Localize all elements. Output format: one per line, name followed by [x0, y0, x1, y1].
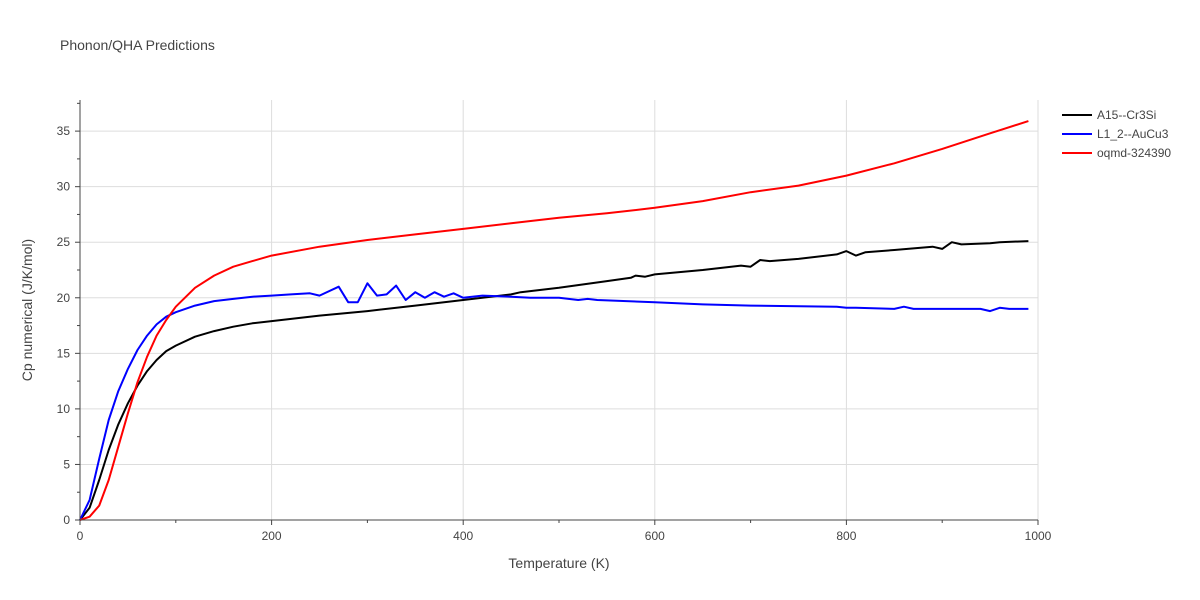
- x-axis-title: Temperature (K): [508, 555, 609, 571]
- x-tick-label: 800: [836, 529, 856, 543]
- series-line-oqmd-324390: [79, 120, 1029, 521]
- x-tick-label: 0: [77, 529, 84, 543]
- y-tick-label: 10: [57, 402, 71, 416]
- y-axis-title: Cp numerical (J/K/mol): [19, 239, 35, 381]
- legend-label: L1_2--AuCu3: [1097, 127, 1169, 141]
- x-tick-label: 400: [453, 529, 473, 543]
- y-tick-label: 25: [57, 235, 71, 249]
- series-line-A15--Cr3Si: [79, 240, 1029, 521]
- y-tick-label: 30: [57, 180, 71, 194]
- legend: A15--Cr3Si L1_2--AuCu3 oqmd-324390: [1062, 108, 1171, 160]
- y-tick-label: 20: [57, 291, 71, 305]
- series-lines: [79, 120, 1029, 521]
- y-tick-label: 0: [63, 513, 70, 527]
- x-tick-label: 600: [645, 529, 665, 543]
- axis-ticks: 0 200 400 600 800 1000 0 5 10 15 20 25 30 35: [57, 102, 1052, 543]
- series-line-L1_2--AuCu3: [79, 282, 1029, 521]
- legend-label: oqmd-324390: [1097, 146, 1171, 160]
- chart-title: Phonon/QHA Predictions: [60, 37, 215, 53]
- y-tick-label: 5: [63, 457, 70, 471]
- legend-label: A15--Cr3Si: [1097, 108, 1156, 122]
- y-tick-label: 35: [57, 124, 71, 138]
- x-tick-label: 1000: [1025, 529, 1052, 543]
- axes: [79, 100, 1038, 521]
- x-tick-label: 200: [262, 529, 282, 543]
- y-tick-label: 15: [57, 346, 71, 360]
